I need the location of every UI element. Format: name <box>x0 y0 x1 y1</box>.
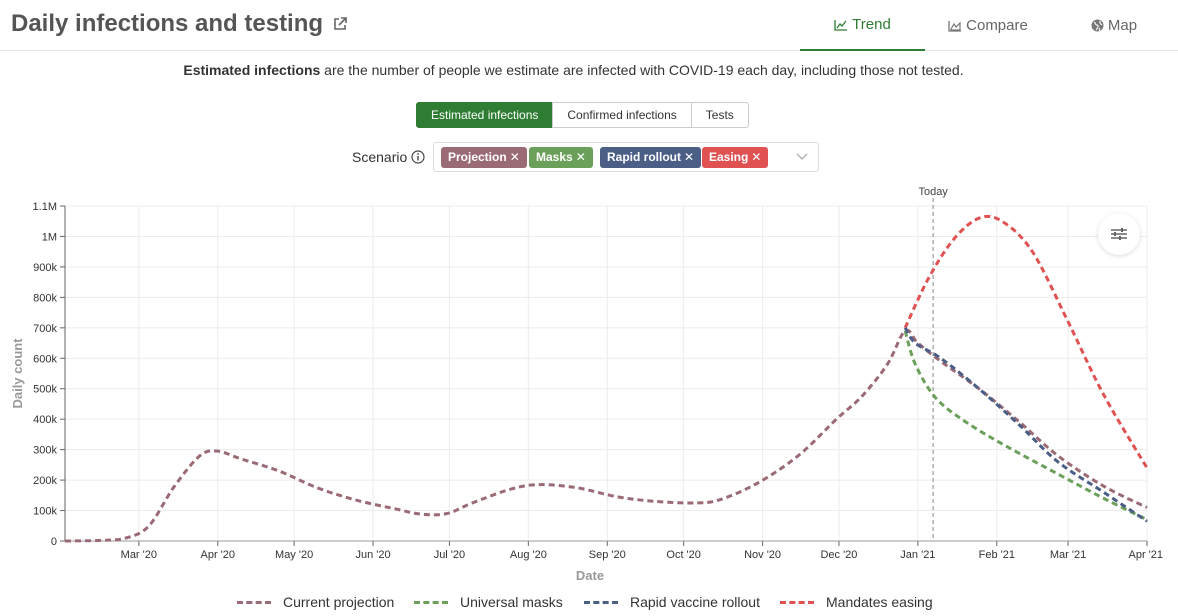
external-link-icon[interactable] <box>333 17 347 31</box>
chip-label: Projection <box>448 150 507 164</box>
tab-trend[interactable]: Trend <box>800 0 925 51</box>
chevron-down-icon[interactable] <box>796 152 808 162</box>
y-tick-label: 500k <box>33 384 57 396</box>
y-tick-label: 1.1M <box>33 201 57 213</box>
x-tick-label: Mar '20 <box>121 549 157 561</box>
area-chart-icon <box>948 20 962 32</box>
chip-label: Easing <box>709 150 749 164</box>
scenario-chip-rapid-rollout[interactable]: Rapid rollout ✕ <box>600 147 702 168</box>
chart-legend: Current projection Universal masks Rapid v… <box>0 594 1178 612</box>
legend-swatch <box>237 600 271 604</box>
remove-chip-icon[interactable]: ✕ <box>575 150 586 164</box>
tab-compare[interactable]: Compare <box>938 0 1038 51</box>
y-tick-label: 100k <box>33 506 57 518</box>
series-line-mandates-easing <box>903 214 1149 469</box>
y-tick-label: 700k <box>33 323 57 335</box>
x-tick-label: May '20 <box>275 549 313 561</box>
daily-infections-chart: 0 100k 200k 300k 400k 500k 600k 700k 800k 900k 1M 1… <box>10 186 1163 583</box>
legend-item[interactable]: Current projection <box>237 594 394 610</box>
x-tick-label: Dec '20 <box>820 549 857 561</box>
metric-estimated-infections-button[interactable]: Estimated infections <box>416 102 554 128</box>
x-tick-label: Apr '20 <box>200 549 235 561</box>
legend-swatch <box>584 600 618 604</box>
chart-axes: 0 100k 200k 300k 400k 500k 600k 700k 800k 900k 1M 1… <box>33 201 1163 561</box>
line-chart-icon <box>834 19 848 31</box>
y-tick-label: 200k <box>33 475 57 487</box>
legend-item[interactable]: Mandates easing <box>780 594 933 610</box>
y-axis-title: Daily count <box>10 338 25 409</box>
legend-item[interactable]: Rapid vaccine rollout <box>584 594 760 610</box>
scenario-select[interactable]: Projection ✕ Masks ✕ Rapid rollout ✕ Easing… <box>433 142 819 172</box>
x-tick-label: Sep '20 <box>589 549 626 561</box>
description-text: are the number of people we estimate are… <box>320 62 964 78</box>
tab-map[interactable]: Map <box>1074 0 1154 51</box>
metric-confirmed-infections-button[interactable]: Confirmed infections <box>552 102 692 128</box>
legend-label: Current projection <box>283 594 395 610</box>
scenario-chip-easing[interactable]: Easing ✕ <box>702 147 769 168</box>
x-axis-title: Date <box>576 568 604 583</box>
legend-label: Mandates easing <box>826 594 933 610</box>
legend-label: Rapid vaccine rollout <box>630 594 760 610</box>
chart-settings-button[interactable] <box>1098 213 1140 255</box>
x-tick-label: Mar '21 <box>1050 549 1086 561</box>
series-line-current-projection <box>64 328 1148 543</box>
x-tick-label: Aug '20 <box>510 549 547 561</box>
remove-chip-icon[interactable]: ✕ <box>509 150 520 164</box>
scenario-chip-projection[interactable]: Projection ✕ <box>441 147 527 168</box>
x-tick-label: Jun '20 <box>355 549 390 561</box>
scenario-label: Scenario <box>352 149 408 165</box>
y-tick-label: 300k <box>33 445 57 457</box>
x-tick-label: Nov '20 <box>744 549 781 561</box>
x-tick-label: Feb '21 <box>979 549 1015 561</box>
x-tick-label: Apr '21 <box>1128 549 1163 561</box>
x-tick-label: Jul '20 <box>434 549 465 561</box>
legend-label: Universal masks <box>460 594 563 610</box>
y-tick-label: 0 <box>51 536 57 548</box>
y-tick-label: 900k <box>33 262 57 274</box>
chart-grid <box>65 205 1148 542</box>
remove-chip-icon[interactable]: ✕ <box>684 150 695 164</box>
page-title: Daily infections and testing <box>11 10 324 37</box>
legend-swatch <box>780 600 814 604</box>
y-tick-label: 400k <box>33 414 57 426</box>
x-tick-label: Jan '21 <box>900 549 935 561</box>
tab-map-label: Map <box>1107 17 1138 34</box>
today-label: Today <box>918 186 948 198</box>
metric-tests-button[interactable]: Tests <box>690 102 749 128</box>
legend-swatch <box>414 600 448 604</box>
chip-label: Masks <box>536 150 573 164</box>
globe-icon <box>1091 19 1104 32</box>
tab-trend-label: Trend <box>852 16 891 33</box>
sliders-icon <box>1111 228 1127 240</box>
chip-label: Rapid rollout <box>607 150 681 164</box>
chart-series <box>64 214 1149 543</box>
y-tick-label: 1M <box>42 231 57 243</box>
scenario-chip-masks[interactable]: Masks ✕ <box>529 147 593 168</box>
header: Daily infections and testing Trend Compa… <box>0 0 1178 51</box>
legend-item[interactable]: Universal masks <box>414 594 563 610</box>
y-tick-label: 800k <box>33 292 57 304</box>
chart-description: Estimated infections are the number of p… <box>0 62 1147 78</box>
description-bold: Estimated infections <box>183 62 321 78</box>
info-icon[interactable] <box>411 150 425 164</box>
tab-compare-label: Compare <box>966 17 1028 34</box>
remove-chip-icon[interactable]: ✕ <box>751 150 762 164</box>
metric-selector: Estimated infections Confirmed infection… <box>416 102 749 128</box>
today-marker: Today <box>918 186 948 541</box>
x-tick-label: Oct '20 <box>666 549 701 561</box>
y-tick-label: 600k <box>33 353 57 365</box>
series-line-rapid-vaccine-rollout <box>903 326 1148 523</box>
